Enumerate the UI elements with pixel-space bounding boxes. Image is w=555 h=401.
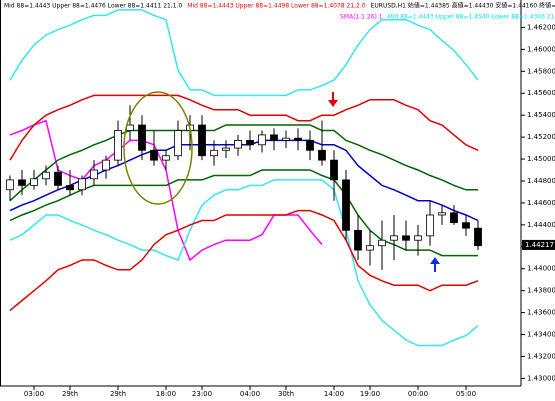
y-tick-label: 1.43400: [527, 331, 555, 339]
x-tick-label: 29th: [62, 390, 78, 398]
y-tick-label: 1.45600: [527, 89, 555, 97]
last-price-label: 1.44217: [525, 241, 554, 249]
y-tick-label: 1.44400: [527, 221, 555, 229]
x-tick-label: 14:00: [324, 390, 344, 398]
candle-body: [474, 227, 482, 247]
x-tick-label: 03:00: [24, 390, 44, 398]
candle-body: [366, 245, 374, 251]
indicator-line: [9, 169, 478, 257]
candle-body: [18, 179, 26, 186]
candle-body: [42, 171, 50, 180]
candle-body: [318, 149, 326, 161]
plot: [6, 9, 482, 347]
candle-body: [234, 139, 242, 149]
candle-body: [390, 235, 398, 241]
indicator-line: [9, 179, 479, 347]
candle-body: [66, 184, 74, 191]
candle-body: [162, 155, 170, 161]
candle-body: [270, 134, 278, 141]
candle-body: [210, 149, 218, 157]
x-tick-label: 30th: [278, 390, 294, 398]
y-tick-label: 1.46200: [527, 23, 555, 31]
candle-body: [306, 139, 314, 151]
candle-body: [414, 235, 422, 241]
y-tick-label: 1.44800: [527, 177, 555, 185]
candle-body: [282, 137, 290, 141]
x-tick-label: 23:00: [192, 390, 212, 398]
down-arrow: [328, 92, 338, 107]
candle-body: [150, 149, 158, 161]
y-tick-label: 1.46000: [527, 45, 555, 53]
last-price-box: [522, 239, 555, 250]
highlight-ellipse: [123, 91, 193, 205]
candle-body: [246, 139, 254, 146]
y-tick-label: 1.43600: [527, 309, 555, 317]
x-tick-label: 19:00: [360, 390, 380, 398]
y-tick-label: 1.45800: [527, 67, 555, 75]
x-tick-label: 18:00: [156, 390, 176, 398]
candle-body: [330, 159, 338, 181]
y-tick-label: 1.44000: [527, 265, 555, 273]
y-tick-label: 1.43800: [527, 287, 555, 295]
candle-body: [354, 229, 362, 251]
candle-body: [90, 169, 98, 180]
y-tick-label: 1.45400: [527, 111, 555, 119]
candle-body: [294, 137, 302, 141]
indicator-line: [9, 139, 479, 222]
indicator-label: Mid 88=1.4443 Upper 88=1.4498 Lower 88=1…: [187, 3, 365, 10]
candle-body: [342, 179, 350, 231]
candle-body: [258, 134, 266, 146]
indicator-line: [9, 94, 479, 161]
indicator-line: [9, 9, 479, 97]
candle-body: [126, 124, 134, 131]
up-arrow: [430, 257, 440, 272]
candle-body: [174, 130, 182, 157]
indicator-label: SMA(1.1.26).1: [340, 14, 383, 21]
y-tick-label: 1.45200: [527, 133, 555, 141]
indicator-label: Mid 88=1.4443 Upper 88=1.4476 Lower 88=1…: [4, 3, 182, 10]
y-tick-label: 1.45000: [527, 155, 555, 163]
candle-body: [426, 214, 434, 237]
candle-body: [114, 130, 122, 161]
x-tick-label: 05:00: [456, 390, 476, 398]
candle-body: [378, 239, 386, 247]
y-tick-label: 1.44600: [527, 199, 555, 207]
candle-body: [78, 178, 86, 191]
candle-body: [138, 124, 146, 151]
candle-body: [30, 178, 38, 186]
candle-body: [438, 212, 446, 216]
indicator-label: Mid 88=1.4443 Upper 88=1.4540 Lower 88=1…: [388, 14, 555, 21]
candle-body: [450, 212, 458, 224]
candle-body: [222, 147, 230, 151]
candle-body: [462, 222, 470, 229]
indicator-label: EURUSD,H1 始値=1.44385 高値=1.44430 安値=1.441…: [371, 2, 555, 10]
indicator-line: [9, 209, 479, 311]
x-tick-label: 04:00: [240, 390, 260, 398]
candle-body: [198, 124, 206, 157]
candle-body: [402, 235, 410, 241]
x-tick-label: 00:00: [408, 390, 428, 398]
indicator-line: [9, 124, 478, 202]
candle-body: [6, 179, 14, 191]
candle-body: [102, 159, 110, 171]
y-tick-label: 1.43000: [527, 374, 555, 382]
candle-body: [54, 171, 62, 186]
y-tick-label: 1.43200: [527, 352, 555, 360]
x-tick-label: 29th: [110, 390, 126, 398]
